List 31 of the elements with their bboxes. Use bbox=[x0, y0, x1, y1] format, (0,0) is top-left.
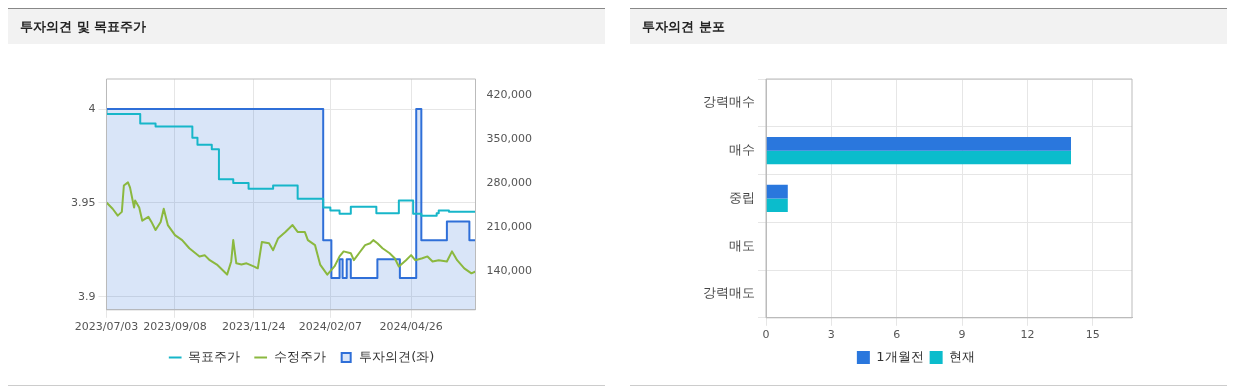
legend-label: 현재 bbox=[949, 348, 976, 364]
y-tick-label: 매수 bbox=[729, 142, 755, 158]
y-tick-label: 매도 bbox=[729, 237, 755, 253]
y-tick-label: 3.95 bbox=[70, 195, 96, 209]
y2-tick-label: 280,000 bbox=[486, 175, 533, 189]
legend-label: 1개월전 bbox=[876, 348, 924, 364]
y-tick-label: 3.9 bbox=[77, 289, 96, 303]
x-tick-label: 12 bbox=[1020, 328, 1035, 342]
x-tick-label: 2023/09/08 bbox=[143, 320, 207, 334]
x-tick-label: 6 bbox=[893, 328, 901, 342]
x-tick-label: 0 bbox=[762, 328, 770, 342]
legend-label: 목표주가 bbox=[188, 348, 241, 364]
x-tick-label: 2023/11/24 bbox=[221, 320, 286, 334]
y-tick-label: 강력매수 bbox=[703, 94, 755, 110]
y2-tick-label: 420,000 bbox=[486, 88, 533, 102]
x-tick-label: 2024/02/07 bbox=[298, 320, 363, 334]
x-tick-label: 9 bbox=[958, 328, 966, 342]
chart-title: 투자의견 분포 bbox=[630, 9, 1227, 44]
legend-label: 수정주가 bbox=[273, 348, 326, 364]
x-tick-label: 2024/04/26 bbox=[379, 320, 443, 334]
y-tick-label: 강력매도 bbox=[703, 285, 755, 301]
y2-tick-label: 350,000 bbox=[486, 131, 533, 145]
chart-title: 투자의견 및 목표주가 bbox=[8, 9, 605, 44]
x-tick-label: 3 bbox=[827, 328, 835, 342]
y-tick-label: 중립 bbox=[729, 189, 755, 205]
y2-tick-label: 140,000 bbox=[486, 263, 533, 277]
y-tick-label: 4 bbox=[88, 101, 96, 115]
x-tick-label: 15 bbox=[1085, 328, 1100, 342]
y2-tick-label: 210,000 bbox=[486, 219, 533, 233]
legend-label: 투자의견(좌) bbox=[359, 348, 435, 364]
x-tick-label: 2023/07/03 bbox=[74, 320, 139, 334]
